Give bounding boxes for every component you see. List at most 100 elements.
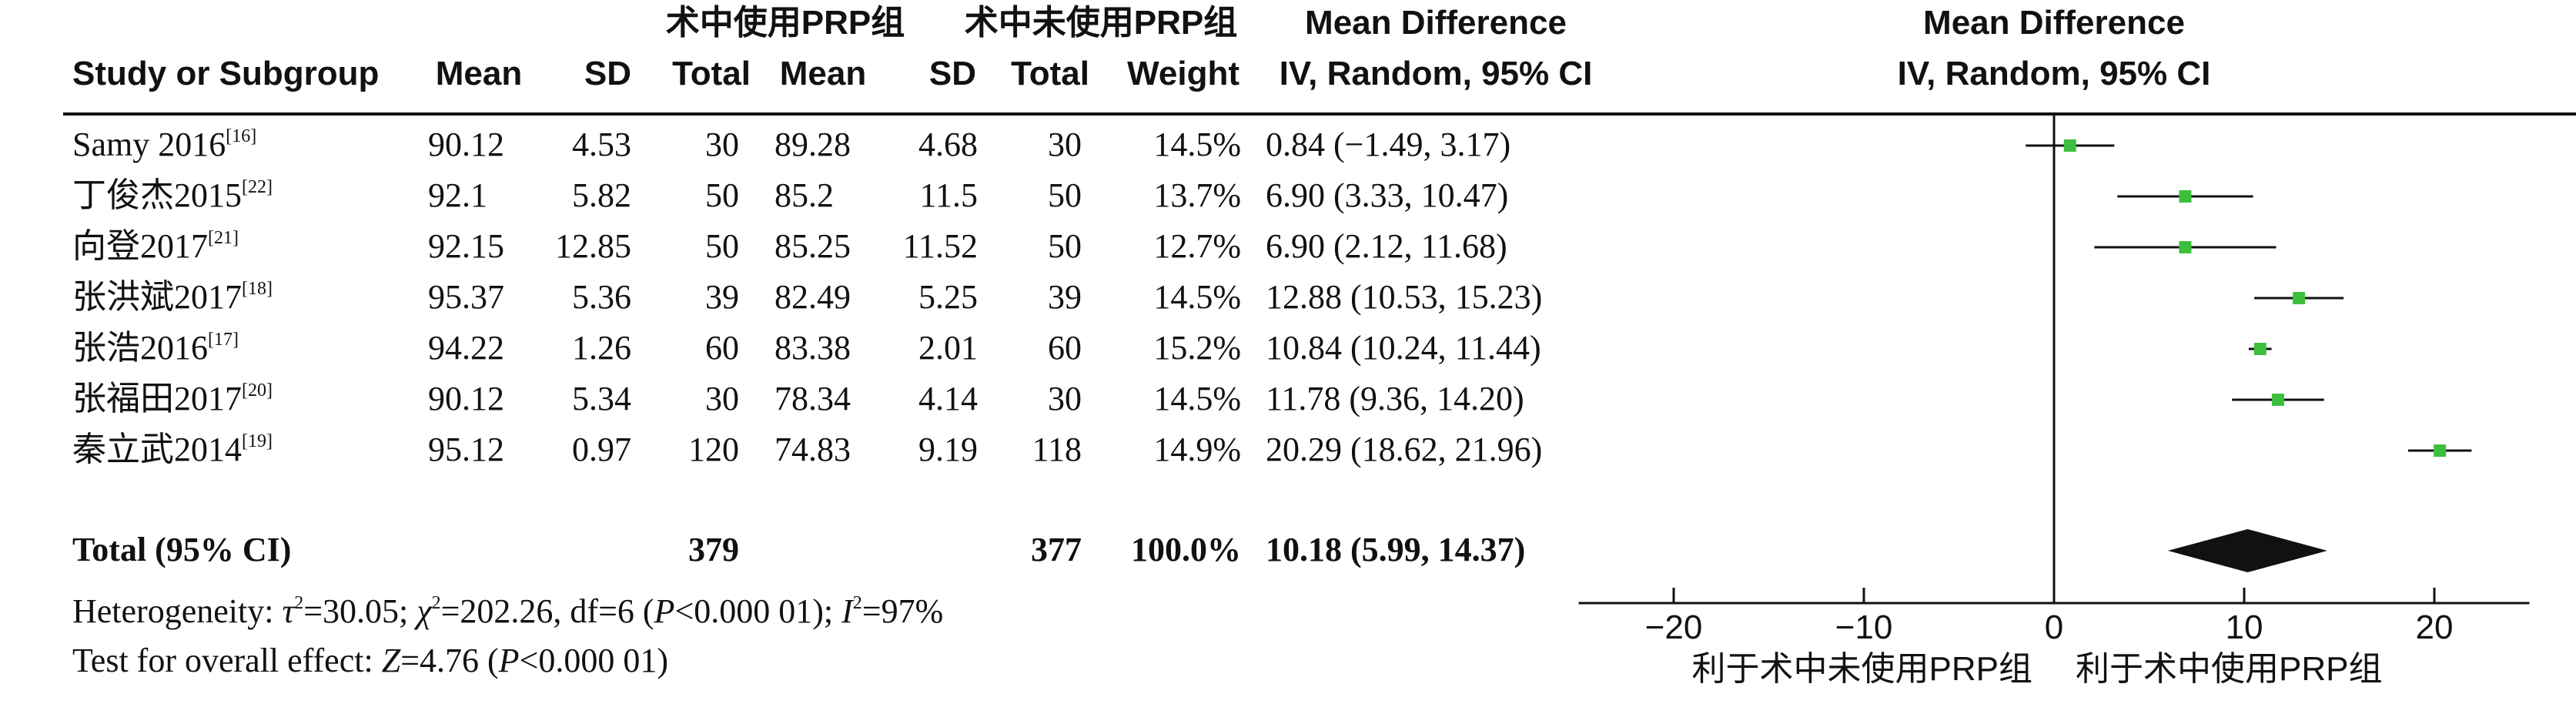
total-weight: 100.0% (1131, 531, 1241, 568)
total1-value: 379 (688, 531, 739, 568)
study-name-text: 张福田2017 (72, 380, 242, 417)
study-weight: 15.2% (1153, 329, 1241, 367)
study-name: 丁俊杰2015[22] (72, 176, 273, 214)
study-sd1: 0.97 (572, 431, 631, 468)
favours-left-label: 利于术中未使用PRP组 (1692, 650, 2032, 688)
chi-symbol: χ (417, 592, 432, 630)
overall-effect-line: Test for overall effect: Z=4.76 (P<0.000… (72, 644, 668, 678)
study-effect-marker (2271, 394, 2284, 406)
study-mean2: 89.28 (774, 126, 851, 163)
study-effect-marker (2179, 190, 2192, 203)
study-total1: 39 (705, 278, 739, 316)
study-reference: [21] (208, 228, 239, 248)
study-reference: [22] (242, 177, 273, 197)
study-mean1: 92.15 (428, 227, 504, 265)
total1-column-header: Total (672, 55, 751, 92)
study-sd1: 4.53 (572, 126, 631, 163)
study-total2: 30 (1048, 380, 1082, 417)
x-tick-label: 0 (2045, 608, 2063, 646)
study-ci: 6.90 (2.12, 11.68) (1266, 227, 1507, 265)
study-sd2: 2.01 (918, 329, 978, 367)
pooled-diamond (2167, 529, 2327, 572)
study-name-text: 向登2017 (72, 227, 208, 265)
study-total2: 39 (1048, 278, 1082, 316)
z-symbol: Z (381, 642, 401, 679)
study-sd2: 4.14 (918, 380, 978, 417)
tau-value: =30.05; (303, 592, 417, 630)
study-effect-marker (2293, 292, 2306, 304)
study-sd1: 5.34 (572, 380, 631, 417)
total-label: Total (95% CI) (72, 531, 292, 568)
p-symbol: P (654, 592, 675, 630)
study-total2: 60 (1048, 329, 1082, 367)
x-tick-label: 20 (2416, 608, 2454, 646)
study-name-text: 秦立武2014 (72, 431, 242, 468)
study-sd2: 11.5 (919, 176, 978, 214)
study-ci: 0.84 (−1.49, 3.17) (1266, 126, 1511, 163)
sd2-column-header: SD (928, 55, 976, 92)
header-rule (63, 112, 2576, 116)
study-mean2: 83.38 (774, 329, 851, 367)
study-ci: 11.78 (9.36, 14.20) (1266, 380, 1524, 417)
favours-right-label: 利于术中使用PRP组 (2076, 650, 2382, 688)
study-name: 张洪斌2017[18] (72, 280, 273, 314)
study-weight: 13.7% (1153, 176, 1241, 214)
study-weight: 14.9% (1153, 431, 1241, 468)
p-value: <0.000 01); (674, 592, 842, 630)
study-total1: 50 (705, 227, 739, 265)
study-sd2: 4.68 (918, 126, 978, 163)
chi-value: =202.26, df=6 ( (440, 592, 654, 630)
z-value: =4.76 ( (400, 642, 499, 679)
study-mean1: 90.12 (428, 126, 504, 163)
study-total1: 120 (688, 431, 739, 468)
study-total2: 50 (1048, 176, 1082, 214)
x-tick-label: −10 (1835, 608, 1893, 646)
study-total1: 30 (705, 126, 739, 163)
heterogeneity-prefix: Heterogeneity: (72, 592, 283, 630)
study-sd1: 1.26 (572, 329, 631, 367)
md-right-header-line2: IV, Random, 95% CI (1897, 55, 2211, 92)
study-weight: 14.5% (1153, 278, 1241, 316)
study-name-text: 丁俊杰2015 (72, 176, 242, 214)
study-sd1: 5.36 (572, 278, 631, 316)
study-effect-marker (2179, 241, 2192, 253)
study-total2: 50 (1048, 227, 1082, 265)
overall-p-value: <0.000 01) (519, 642, 669, 679)
study-name: Samy 2016[16] (72, 126, 257, 163)
tau-symbol: τ (282, 592, 295, 630)
mean1-column-header: Mean (435, 55, 523, 92)
study-mean2: 74.83 (774, 431, 851, 468)
study-mean1: 95.12 (428, 431, 504, 468)
study-mean2: 85.25 (774, 227, 851, 265)
study-ci: 20.29 (18.62, 21.96) (1266, 431, 1543, 468)
study-mean1: 90.12 (428, 380, 504, 417)
study-reference: [18] (242, 279, 273, 299)
study-name-text: Samy 2016 (72, 126, 226, 163)
study-mean1: 95.37 (428, 278, 504, 316)
study-effect-marker (2253, 343, 2267, 355)
study-reference: [16] (226, 126, 257, 146)
study-name: 张福田2017[20] (72, 380, 273, 417)
study-ci: 12.88 (10.53, 15.23) (1266, 278, 1543, 316)
study-mean1: 94.22 (428, 329, 504, 367)
study-reference: [17] (208, 330, 239, 350)
study-total1: 50 (705, 176, 739, 214)
study-weight: 14.5% (1153, 380, 1241, 417)
study-effect-marker (2063, 139, 2076, 152)
study-sd2: 5.25 (918, 278, 978, 316)
study-ci: 6.90 (3.33, 10.47) (1266, 176, 1509, 214)
study-ci: 10.84 (10.24, 11.44) (1266, 329, 1541, 367)
heterogeneity-line: Heterogeneity: τ2=30.05; χ2=202.26, df=6… (72, 592, 944, 630)
total2-value: 377 (1031, 531, 1082, 568)
study-name: 向登2017[21] (72, 227, 239, 265)
study-mean1: 92.1 (428, 176, 487, 214)
study-total2: 30 (1048, 126, 1082, 163)
mean2-column-header: Mean (779, 55, 867, 92)
i-value: =97% (861, 592, 944, 630)
weight-column-header: Weight (1127, 55, 1239, 92)
study-weight: 12.7% (1153, 227, 1241, 265)
study-weight: 14.5% (1153, 126, 1241, 163)
md-left-header-line2: IV, Random, 95% CI (1279, 55, 1593, 92)
